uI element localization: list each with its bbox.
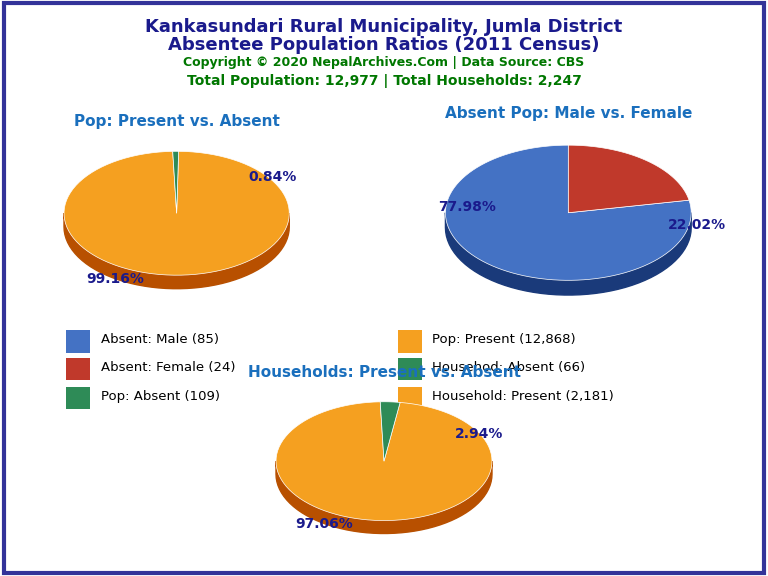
Title: Households: Present vs. Absent: Households: Present vs. Absent	[247, 365, 521, 380]
FancyBboxPatch shape	[398, 358, 422, 380]
Text: Absentee Population Ratios (2011 Census): Absentee Population Ratios (2011 Census)	[168, 36, 600, 54]
Text: Pop: Absent (109): Pop: Absent (109)	[101, 390, 220, 403]
Text: Absent: Male (85): Absent: Male (85)	[101, 334, 219, 346]
Polygon shape	[568, 145, 689, 213]
Polygon shape	[445, 213, 691, 295]
Text: Absent: Female (24): Absent: Female (24)	[101, 361, 235, 374]
Text: Household: Present (2,181): Household: Present (2,181)	[432, 390, 614, 403]
Text: Total Population: 12,977 | Total Households: 2,247: Total Population: 12,977 | Total Househo…	[187, 74, 581, 88]
Title: Pop: Present vs. Absent: Pop: Present vs. Absent	[74, 114, 280, 129]
Text: 77.98%: 77.98%	[439, 200, 496, 214]
Text: Kankasundari Rural Municipality, Jumla District: Kankasundari Rural Municipality, Jumla D…	[145, 18, 623, 36]
Text: 97.06%: 97.06%	[296, 517, 353, 531]
FancyBboxPatch shape	[66, 330, 91, 353]
Polygon shape	[445, 145, 691, 281]
Polygon shape	[173, 151, 179, 213]
Polygon shape	[276, 402, 492, 521]
Text: 0.84%: 0.84%	[248, 170, 296, 184]
Text: Househod: Absent (66): Househod: Absent (66)	[432, 361, 585, 374]
Text: Pop: Present (12,868): Pop: Present (12,868)	[432, 334, 576, 346]
Text: 2.94%: 2.94%	[455, 427, 503, 441]
Text: 22.02%: 22.02%	[668, 218, 727, 232]
FancyBboxPatch shape	[66, 358, 91, 380]
FancyBboxPatch shape	[398, 330, 422, 353]
Title: Absent Pop: Male vs. Female: Absent Pop: Male vs. Female	[445, 105, 692, 120]
Polygon shape	[64, 213, 290, 289]
Text: Copyright © 2020 NepalArchives.Com | Data Source: CBS: Copyright © 2020 NepalArchives.Com | Dat…	[184, 56, 584, 70]
Polygon shape	[380, 402, 400, 461]
Polygon shape	[276, 461, 492, 533]
Polygon shape	[64, 151, 290, 275]
FancyBboxPatch shape	[398, 386, 422, 410]
FancyBboxPatch shape	[66, 386, 91, 410]
Text: 99.16%: 99.16%	[86, 271, 144, 286]
